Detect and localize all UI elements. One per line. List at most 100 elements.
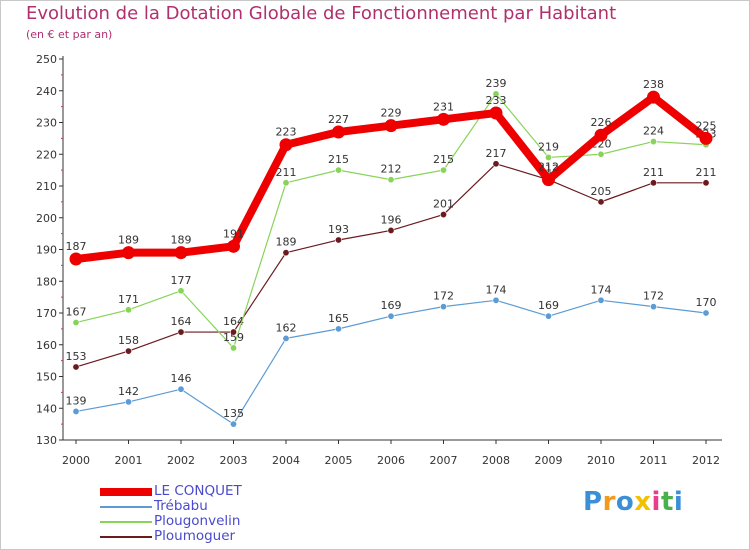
legend-swatch (100, 536, 152, 538)
series-line (75, 163, 707, 368)
data-label: 142 (118, 385, 139, 398)
x-tick-label: 2004 (272, 454, 300, 467)
data-point (72, 407, 80, 415)
data-point (544, 312, 552, 320)
data-label: 167 (66, 306, 87, 319)
data-label: 187 (66, 240, 87, 253)
data-label: 169 (538, 299, 559, 312)
x-tick-label: 2011 (640, 454, 668, 467)
data-label: 225 (696, 119, 717, 132)
data-label: 164 (171, 315, 192, 328)
data-label: 139 (66, 394, 87, 407)
x-tick-label: 2006 (377, 454, 405, 467)
data-point (177, 385, 185, 393)
x-tick-label: 2000 (62, 454, 90, 467)
y-tick-label: 200 (36, 212, 57, 225)
data-label: 196 (381, 213, 402, 226)
legend-label: Ploumoguer (154, 528, 236, 544)
data-label: 226 (591, 116, 612, 129)
data-point (439, 211, 447, 219)
x-tick-label: 2002 (167, 454, 195, 467)
data-point (125, 306, 133, 314)
data-point (649, 179, 657, 187)
data-point (702, 179, 710, 187)
y-tick-label: 160 (36, 339, 57, 352)
data-label: 189 (118, 234, 139, 247)
data-point (542, 173, 555, 187)
data-point (332, 125, 345, 139)
data-label: 211 (696, 166, 717, 179)
data-label: 233 (486, 94, 507, 107)
data-label: 189 (171, 234, 192, 247)
logo-letter: i (673, 487, 684, 517)
data-point (72, 319, 80, 327)
data-point (439, 166, 447, 174)
x-tick-label: 2010 (587, 454, 615, 467)
data-point (227, 239, 240, 253)
data-point (437, 112, 450, 126)
data-point (647, 90, 660, 104)
data-point (387, 226, 395, 234)
data-label: 165 (328, 312, 349, 325)
data-label: 224 (643, 125, 664, 138)
logo-letter: i (651, 487, 661, 517)
chart-title: Evolution de la Dotation Globale de Fonc… (26, 3, 617, 24)
data-label: 159 (223, 331, 244, 344)
logo-letter: r (602, 487, 616, 517)
legend-swatch (100, 488, 152, 496)
data-point (597, 198, 605, 206)
y-tick-label: 220 (36, 148, 57, 161)
data-point (334, 166, 342, 174)
data-point (72, 363, 80, 371)
data-label: 153 (66, 350, 87, 363)
y-tick-label: 150 (36, 371, 57, 384)
logo-letter: t (660, 487, 674, 517)
data-point (282, 179, 290, 187)
data-label: 174 (486, 283, 507, 296)
data-label: 227 (328, 113, 349, 126)
data-label: 135 (223, 407, 244, 420)
data-point (649, 303, 657, 311)
y-tick-label: 240 (36, 85, 57, 98)
data-point (122, 246, 135, 260)
x-tick-label: 2007 (430, 454, 458, 467)
data-label: 172 (433, 290, 454, 303)
y-tick-label: 250 (36, 53, 57, 66)
data-point (439, 303, 447, 311)
data-point (334, 236, 342, 244)
data-label: 215 (433, 153, 454, 166)
data-label: 223 (276, 126, 297, 139)
data-point (492, 90, 500, 98)
data-label: 189 (276, 236, 297, 249)
data-point (544, 153, 552, 161)
data-point (489, 106, 503, 120)
y-tick-label: 210 (36, 180, 57, 193)
data-label: 158 (118, 334, 139, 347)
proxiti-logo: Proxiti (583, 487, 683, 517)
legend-swatch (100, 506, 152, 508)
logo-letter: o (615, 487, 635, 517)
data-point (279, 138, 293, 152)
data-point (177, 328, 185, 336)
data-point (597, 296, 605, 304)
data-point (384, 119, 398, 133)
y-tick-label: 130 (36, 434, 57, 447)
data-point (334, 325, 342, 333)
data-point (282, 249, 290, 257)
data-point (387, 176, 395, 184)
data-label: 229 (381, 107, 402, 120)
data-label: 231 (433, 100, 454, 113)
data-label: 219 (538, 140, 559, 153)
data-point (230, 344, 238, 352)
logo-letter: P (583, 487, 603, 517)
legend-label: LE CONQUET (154, 483, 242, 499)
data-point (282, 334, 290, 342)
data-label: 169 (381, 299, 402, 312)
data-point (230, 328, 238, 336)
data-label: 239 (486, 77, 507, 90)
data-point (492, 160, 500, 168)
data-point (125, 398, 133, 406)
data-label: 174 (591, 283, 612, 296)
x-tick-label: 2003 (220, 454, 248, 467)
